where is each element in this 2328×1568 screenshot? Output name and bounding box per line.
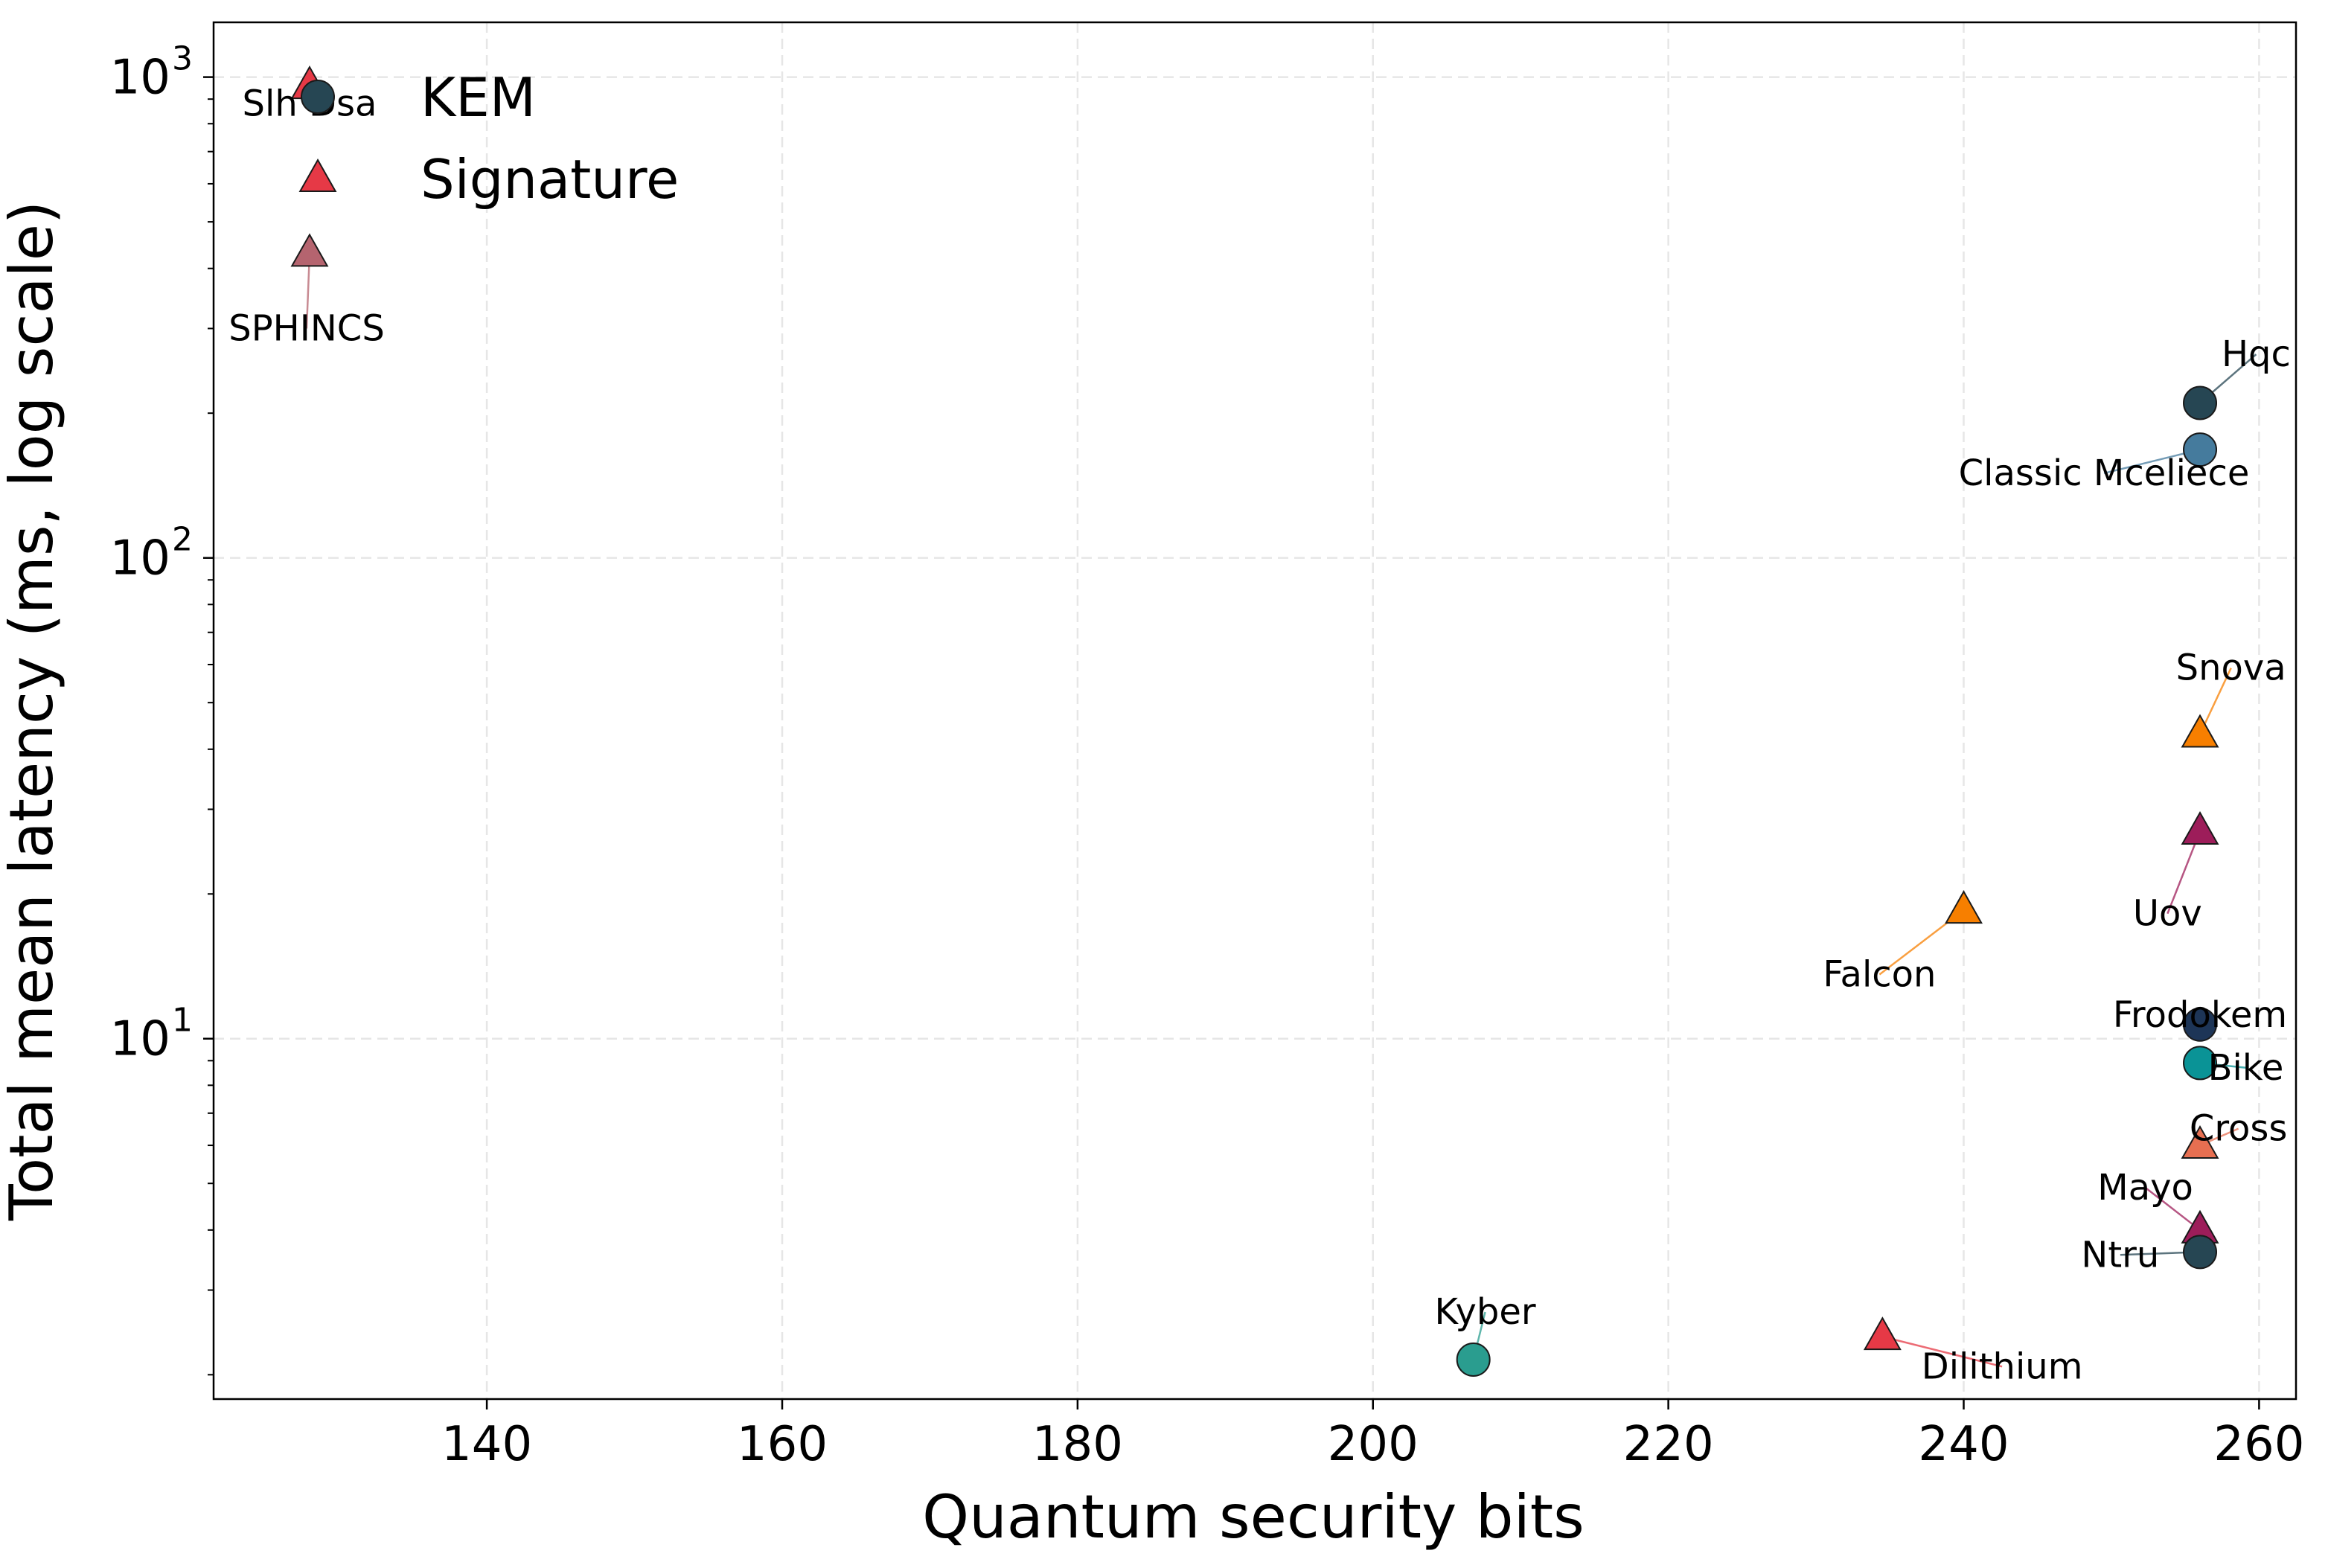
x-tick-label: 160	[737, 1417, 828, 1472]
data-point-marker	[2183, 1235, 2218, 1270]
data-point-marker	[2181, 811, 2219, 845]
data-point-marker	[290, 233, 329, 267]
point-label: Uov	[2133, 893, 2202, 935]
point-label: Falcon	[1823, 953, 1936, 995]
data-point-marker	[2181, 714, 2219, 748]
point-label: SPHINCS	[228, 307, 385, 349]
point-label: Mayo	[2097, 1167, 2193, 1209]
data-point-marker	[2183, 385, 2218, 420]
leader-line	[2144, 1186, 2201, 1231]
x-tick-label: 240	[1918, 1417, 2009, 1472]
y-tick-exponent: 1	[172, 1002, 193, 1040]
x-tick-label: 200	[1328, 1417, 1419, 1472]
point-label: Bike	[2208, 1047, 2284, 1089]
x-tick-label: 220	[1623, 1417, 1714, 1472]
legend-entry-label: KEM	[420, 66, 536, 129]
legend-entry-label: Signature	[420, 148, 679, 211]
leader-line	[2199, 668, 2232, 735]
x-axis-ticks: 140 160 180 200 220 240 260	[441, 1399, 2304, 1472]
plot-area-frame	[212, 21, 2297, 1401]
data-points	[290, 65, 2219, 1377]
legend-marker	[301, 80, 335, 114]
y-tick-label: 10	[110, 531, 170, 586]
y-axis-title: Total mean latency (ms, log scale)	[0, 201, 66, 1221]
data-point-marker	[2183, 1007, 2218, 1042]
y-tick-exponent: 2	[172, 521, 193, 559]
x-tick-label: 180	[1032, 1417, 1123, 1472]
point-label: Dilithium	[1922, 1345, 2083, 1387]
y-tick-exponent: 3	[172, 40, 193, 78]
x-tick-label: 140	[441, 1417, 532, 1472]
data-point-marker	[2183, 1046, 2218, 1081]
data-point-marker	[2181, 1125, 2219, 1159]
grid-lines	[214, 22, 2296, 1399]
data-point-marker	[2183, 432, 2218, 467]
point-label: Cross	[2190, 1108, 2288, 1150]
legend-marker	[298, 158, 337, 192]
point-label: Kyber	[1435, 1291, 1536, 1333]
data-point-marker	[1863, 1316, 1902, 1351]
point-label: Classic Mceliece	[1959, 452, 2250, 494]
y-tick-label: 10	[110, 1012, 170, 1067]
legend: KEM Signature	[298, 66, 679, 211]
point-label: Snova	[2176, 647, 2286, 689]
y-tick-label: 10	[110, 51, 170, 106]
leader-line	[1882, 1335, 2003, 1368]
point-label: Frodokem	[2113, 994, 2287, 1036]
x-tick-label: 260	[2213, 1417, 2304, 1472]
data-point-marker	[1945, 890, 1983, 924]
point-label: Hqc	[2222, 333, 2291, 375]
x-axis-title: Quantum security bits	[922, 1482, 1584, 1552]
leader-line	[2166, 831, 2201, 915]
point-label: Ntru	[2081, 1234, 2159, 1276]
data-point-marker	[1456, 1343, 1491, 1377]
